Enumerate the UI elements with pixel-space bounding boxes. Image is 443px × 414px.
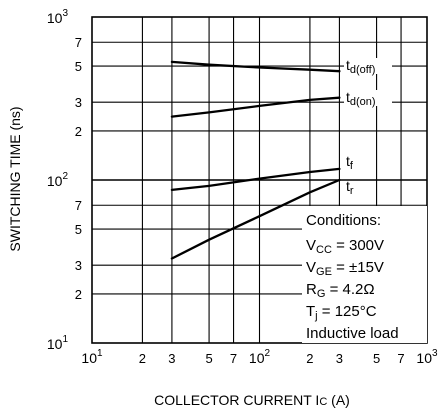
conditions-background xyxy=(302,206,427,343)
x-tick-label: 7 xyxy=(397,351,404,366)
x-tick-label: 3 xyxy=(336,351,343,366)
x-axis-ticks: 101 2 3 5 7 102 2 3 5 7 103 xyxy=(81,348,438,366)
y-tick-label: 5 xyxy=(75,222,82,237)
series-label: td(on) xyxy=(346,89,376,108)
conditions-line: VGE = ±15V xyxy=(306,259,384,278)
y-tick-label: 7 xyxy=(75,198,82,213)
y-axis-ticks: 101 2 3 5 7 102 2 3 5 7 103 xyxy=(47,8,82,352)
y-tick-label: 2 xyxy=(75,287,82,302)
x-axis-label: COLLECTOR CURRENT IC (A) xyxy=(154,392,350,408)
series-line xyxy=(170,167,341,192)
plot-frame xyxy=(91,16,428,344)
y-tick-label: 2 xyxy=(75,124,82,139)
conditions-line: Tj = 125°C xyxy=(306,303,377,322)
y-tick-label: 7 xyxy=(75,35,82,50)
y-axis-label: SWITCHING TIME (ns) xyxy=(7,106,23,251)
x-tick-label: 7 xyxy=(230,351,237,366)
x-tick-label: 102 xyxy=(249,348,271,366)
series-line xyxy=(170,178,341,260)
y-tick-label: 102 xyxy=(47,171,69,189)
conditions-title: Conditions: xyxy=(306,212,381,229)
y-tick-label: 5 xyxy=(75,59,82,74)
grid xyxy=(92,17,427,343)
series-line xyxy=(170,96,341,118)
conditions-line: VCC = 300V xyxy=(306,237,384,256)
x-tick-label: 5 xyxy=(373,351,380,366)
x-tick-label: 5 xyxy=(205,351,212,366)
x-tick-label: 103 xyxy=(416,348,438,366)
series-label: tf xyxy=(346,153,354,172)
y-tick-label: 3 xyxy=(75,95,82,110)
series-label: td(off) xyxy=(346,57,375,76)
y-tick-label: 101 xyxy=(47,334,69,352)
conditions-line: RG = 4.2Ω xyxy=(306,281,375,300)
series-label-bg xyxy=(344,90,392,106)
x-tick-label: 2 xyxy=(139,351,146,366)
x-tick-label: 101 xyxy=(81,348,103,366)
x-tick-label: 3 xyxy=(168,351,175,366)
x-tick-label: 2 xyxy=(306,351,313,366)
y-tick-label: 3 xyxy=(75,258,82,273)
series-line xyxy=(170,60,341,73)
conditions-box: Conditions: VCC = 300V VGE = ±15V RG = 4.2Ω… xyxy=(302,206,427,343)
y-tick-label: 103 xyxy=(47,8,69,26)
series-group: td(off) td(on) tf tr xyxy=(170,57,392,260)
series-label-bg xyxy=(344,58,392,74)
series-label: tr xyxy=(346,178,354,197)
conditions-line: Inductive load xyxy=(306,325,399,342)
